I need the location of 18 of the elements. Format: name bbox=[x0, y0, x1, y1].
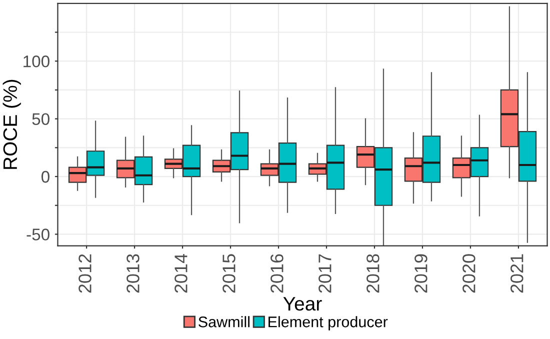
x-tick-label: 2016 bbox=[270, 254, 284, 293]
legend-label: Sawmill bbox=[198, 316, 250, 328]
x-tick-label: 2020 bbox=[462, 254, 476, 293]
y-tick-label: 100 bbox=[24, 56, 50, 68]
x-tick-label: 2017 bbox=[318, 254, 332, 293]
x-tick-label: 2013 bbox=[126, 254, 140, 293]
x-tick-label: 2019 bbox=[414, 254, 428, 293]
y-tick-label: 50 bbox=[32, 113, 50, 126]
x-tick-label: 2012 bbox=[78, 254, 92, 293]
x-tick-label: 2018 bbox=[366, 254, 380, 293]
y-tick-label: 0 bbox=[41, 170, 50, 183]
x-tick-label: 2015 bbox=[222, 254, 236, 293]
y-axis-title: ROCE (%) bbox=[2, 80, 21, 169]
x-axis-title: Year bbox=[283, 297, 322, 311]
legend-label: Element producer bbox=[268, 316, 388, 330]
y-tick-label: -50 bbox=[26, 228, 50, 240]
x-tick-label: 2021 bbox=[510, 254, 524, 293]
x-tick-label: 2014 bbox=[174, 254, 188, 293]
